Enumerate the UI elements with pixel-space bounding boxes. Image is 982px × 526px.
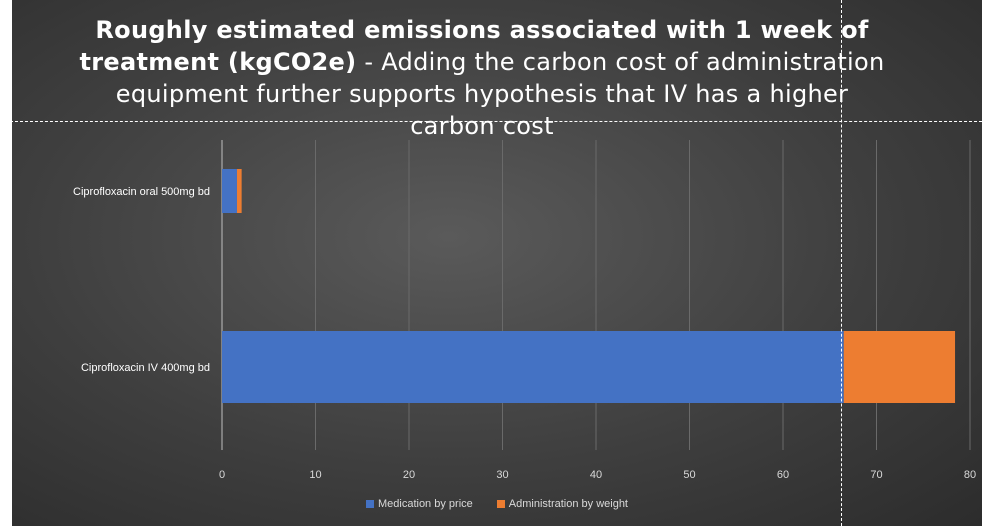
legend-item: Medication by price [365, 498, 473, 510]
chart-title: Roughly estimated emissions associated w… [72, 14, 892, 142]
bar-medication [222, 169, 237, 213]
x-tick-label: 80 [964, 469, 976, 481]
x-tick-label: 50 [683, 469, 695, 481]
x-tick-label: 70 [870, 469, 882, 481]
x-tick-label: 60 [777, 469, 789, 481]
bar-administration [843, 331, 956, 403]
bar-administration [236, 169, 242, 213]
bar-medication [222, 331, 844, 403]
legend-label: Administration by weight [508, 498, 628, 510]
label-layer: 0 10 20 30 40 50 60 70 80 Ciprofloxacin oral 500m… [73, 186, 976, 481]
x-tick-label: 20 [403, 469, 415, 481]
chart-panel: Roughly estimated emissions associated w… [12, 0, 982, 526]
x-tick-label: 0 [219, 469, 225, 481]
chart-title-bold: Roughly estimated emissions associated w… [79, 16, 869, 76]
plot-area: 0 10 20 30 40 50 60 70 80 Ciprofloxacin oral 500m… [73, 140, 976, 481]
category-label: Ciprofloxacin oral 500mg bd [73, 186, 210, 198]
category-label: Ciprofloxacin IV 400mg bd [81, 362, 210, 374]
x-tick-label: 30 [496, 469, 508, 481]
x-tick-label: 40 [590, 469, 602, 481]
legend-item: Administration by weight [496, 498, 628, 510]
legend: Medication by price Administration by wei… [12, 498, 982, 510]
legend-swatch [365, 500, 374, 508]
chart-title-subtitle: - Adding the carbon cost of administrati… [115, 48, 885, 140]
grid-layer [221, 140, 971, 450]
x-tick-label: 10 [309, 469, 321, 481]
legend-swatch [496, 500, 505, 508]
legend-label: Medication by price [377, 498, 473, 510]
bar-layer [222, 169, 956, 403]
